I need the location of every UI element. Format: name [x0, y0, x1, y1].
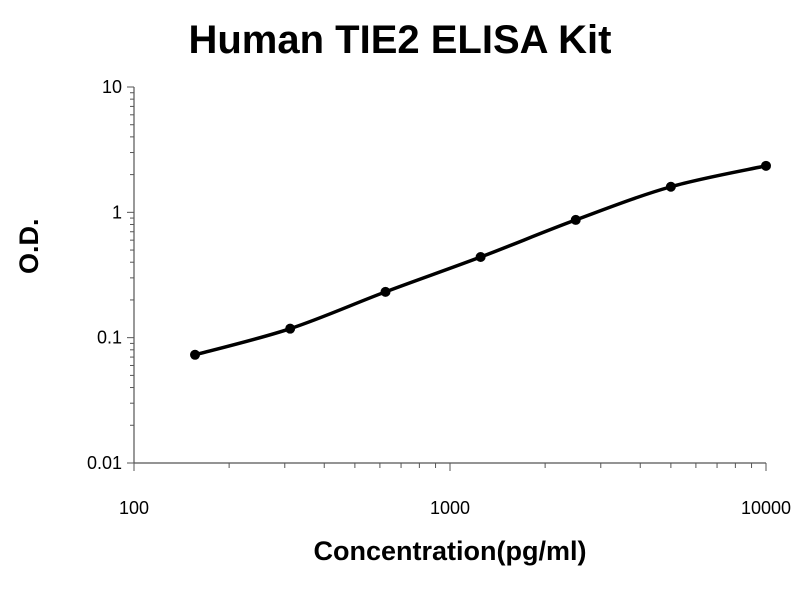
x-tick-label: 1000 [430, 498, 470, 518]
data-point [570, 214, 581, 225]
data-point [475, 252, 486, 263]
y-tick-label: 1 [112, 202, 122, 222]
data-point [285, 323, 296, 334]
y-tick-label: 0.01 [87, 453, 122, 473]
chart-title: Human TIE2 ELISA Kit [188, 18, 612, 62]
x-axis-label: Concentration(pg/ml) [313, 536, 587, 566]
axes [133, 87, 766, 464]
data-point [665, 181, 676, 192]
data-point [190, 349, 201, 360]
x-tick-label: 100 [119, 498, 149, 518]
ticks: 100 1000 10000 10 1 0.1 0.01 [87, 77, 791, 518]
y-tick-label: 0.1 [97, 328, 122, 348]
x-tick-label: 10000 [741, 498, 791, 518]
data-point [380, 286, 391, 297]
data-point [761, 160, 771, 171]
data-series [190, 160, 771, 360]
y-tick-label: 10 [102, 77, 122, 97]
